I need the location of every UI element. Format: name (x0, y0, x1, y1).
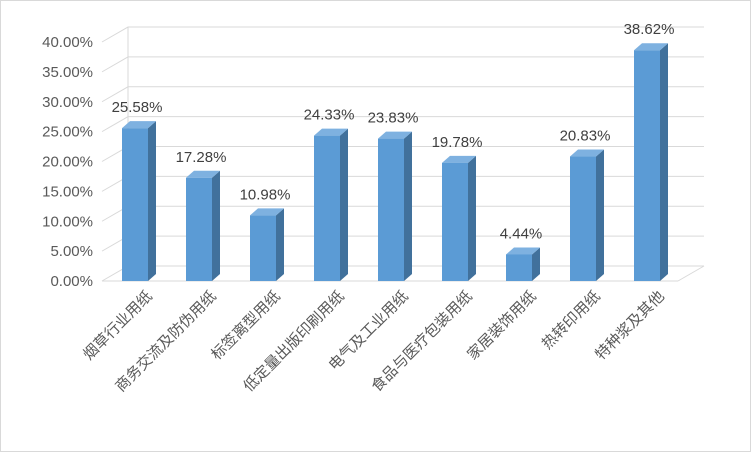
data-label: 24.33% (304, 107, 355, 124)
bar (506, 247, 540, 281)
gridline (101, 26, 704, 43)
bar-top-face (314, 128, 348, 136)
x-axis-labels: 烟草行业用纸商务交流及防伪用纸标签离型用纸低定量出版印刷用纸电气及工业用纸食品与… (79, 287, 667, 395)
data-label: 20.83% (560, 128, 611, 145)
bar-side-face (148, 121, 156, 281)
bar-front-face (570, 156, 596, 281)
bar-top-face (250, 208, 284, 216)
bar-front-face (634, 50, 660, 281)
bar-side-face (212, 170, 220, 281)
bar-side-face (532, 247, 540, 281)
bar-side-face (340, 128, 348, 281)
bar-top-face (506, 247, 540, 255)
bar-top-face (378, 131, 412, 139)
bar-side-face (276, 208, 284, 281)
y-tick-label: 5.00% (50, 243, 93, 260)
bar-top-face (122, 121, 156, 129)
y-tick-label: 10.00% (42, 213, 93, 230)
data-label: 4.44% (500, 225, 543, 242)
floor-side-edge (677, 265, 705, 282)
category-label: 热转印用纸 (538, 287, 604, 353)
bar-side-face (468, 155, 476, 281)
gridline (101, 86, 704, 103)
bar-top-face (570, 149, 604, 157)
bar-front-face (122, 128, 148, 281)
y-tick-label: 40.00% (42, 34, 93, 51)
bars (122, 43, 668, 281)
bar-top-face (442, 155, 476, 163)
gridline (101, 56, 704, 73)
bar-top-face (634, 43, 668, 51)
bar-side-face (404, 131, 412, 281)
y-tick-label: 20.00% (42, 154, 93, 171)
y-tick-label: 15.00% (42, 183, 93, 200)
bar-front-face (442, 162, 468, 281)
bar-front-face (506, 254, 532, 281)
data-label: 25.58% (112, 99, 163, 116)
bar (314, 128, 348, 281)
y-tick-label: 0.00% (50, 273, 93, 290)
bar-side-face (660, 43, 668, 281)
data-label: 19.78% (432, 134, 483, 151)
data-label: 38.62% (624, 21, 675, 38)
bar-side-face (596, 149, 604, 281)
bar-top-face (186, 170, 220, 178)
bar (570, 149, 604, 281)
category-label: 家居装饰用纸 (463, 287, 539, 363)
category-label: 特种浆及其他 (591, 287, 667, 363)
bar-front-face (250, 215, 276, 281)
data-label: 10.98% (240, 186, 291, 203)
data-label: 23.83% (368, 110, 419, 127)
y-tick-label: 25.00% (42, 124, 93, 141)
data-label: 17.28% (176, 149, 227, 166)
data-labels: 25.58% 17.28% 10.98% 24.33% 23.83% 19.78% 4.44… (112, 21, 675, 242)
y-tick-label: 35.00% (42, 64, 93, 81)
bar (122, 121, 156, 281)
bar (634, 43, 668, 281)
bar-front-face (378, 138, 404, 281)
y-axis-labels: 0.00% 5.00% 10.00% 15.00% 20.00% 25.00% 30.00%… (42, 34, 93, 290)
y-tick-label: 30.00% (42, 94, 93, 111)
bar (250, 208, 284, 281)
bar (442, 155, 476, 281)
bar (186, 170, 220, 281)
bar (378, 131, 412, 281)
bar-front-face (186, 177, 212, 281)
bar-front-face (314, 135, 340, 281)
